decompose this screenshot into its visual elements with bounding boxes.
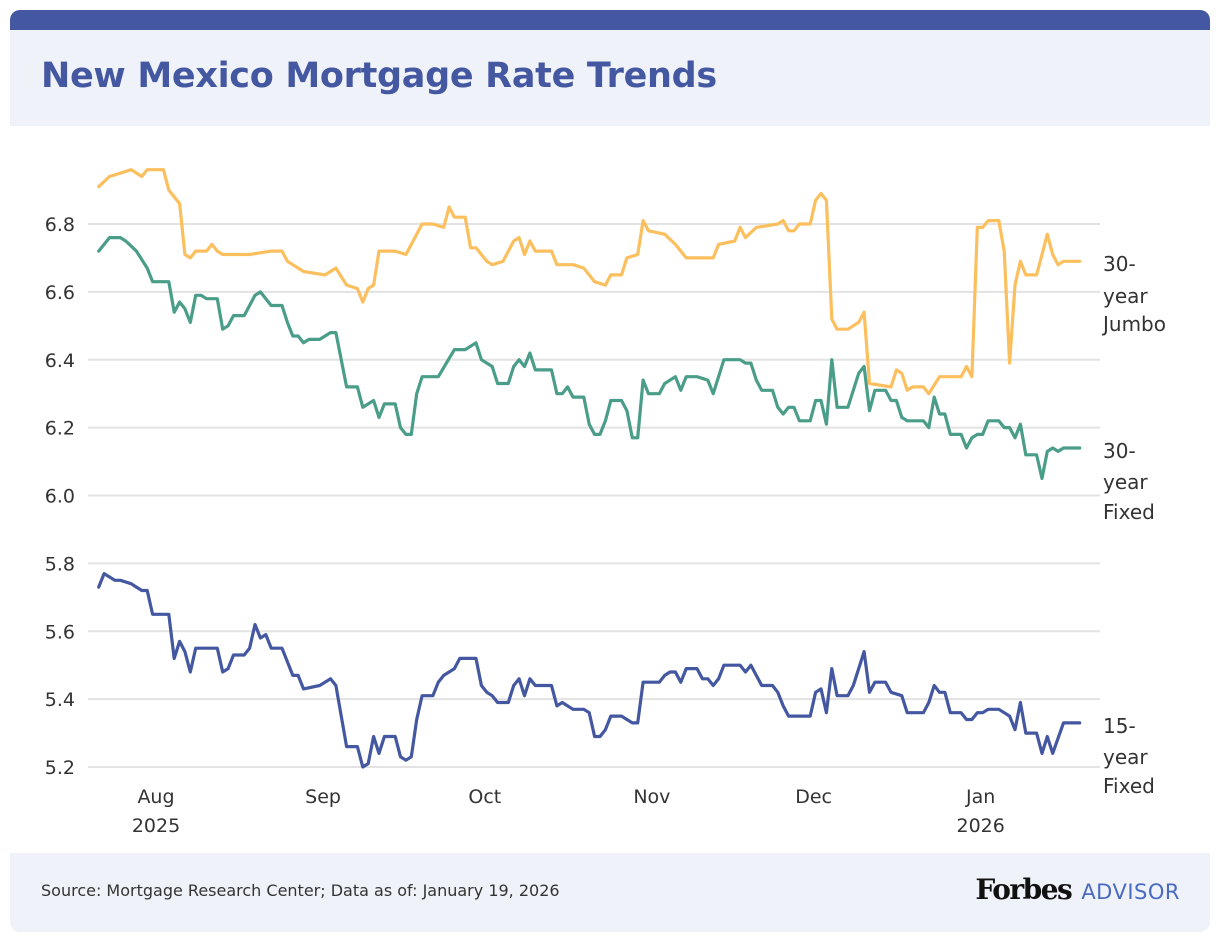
series-label: year [1103,470,1148,494]
series-label: year [1103,745,1148,769]
series-label: Fixed [1103,774,1155,798]
x-tick-label: Aug [137,786,174,808]
chart-title: New Mexico Mortgage Rate Trends [41,56,717,96]
chart-header: New Mexico Mortgage Rate Trends [10,30,1210,126]
x-tick-label: Nov [633,786,670,808]
x-tick-label: Dec [795,786,832,808]
x-tick-label: Oct [468,786,501,808]
x-tick-year: 2025 [132,815,180,837]
y-tick-label: 5.4 [45,689,75,711]
chart-footer: Source: Mortgage Research Center; Data a… [10,853,1210,932]
y-tick-label: 6.0 [45,486,75,508]
series-label: 30- [1103,252,1136,276]
logo-forbes: Forbes [975,873,1072,906]
y-tick-label: 6.8 [45,214,75,236]
forbes-advisor-logo: Forbes ADVISOR [975,873,1180,906]
y-tick-label: 6.4 [45,350,75,372]
series-line-30-year-jumbo [97,168,1082,396]
series-line-15-year-fixed [97,572,1082,769]
series-label: 30- [1103,439,1136,463]
y-tick-label: 6.2 [45,418,75,440]
series-label: 15- [1103,714,1136,738]
series-label: Fixed [1103,500,1155,524]
y-tick-label: 5.8 [45,553,75,575]
series-line-30-year-fixed [97,236,1082,481]
series-label: year [1103,284,1148,308]
top-accent-bar [10,10,1210,30]
x-tick-label: Jan [965,786,995,808]
series-label: Jumbo [1101,312,1166,336]
x-tick-year: 2026 [956,815,1004,837]
chart-card: New Mexico Mortgage Rate Trends Source: … [10,10,1210,932]
y-tick-label: 5.6 [45,621,75,643]
y-tick-label: 6.6 [45,282,75,304]
x-tick-label: Sep [305,786,341,808]
logo-advisor: ADVISOR [1081,880,1180,904]
source-note: Source: Mortgage Research Center; Data a… [41,881,560,900]
y-tick-label: 5.2 [45,757,75,779]
